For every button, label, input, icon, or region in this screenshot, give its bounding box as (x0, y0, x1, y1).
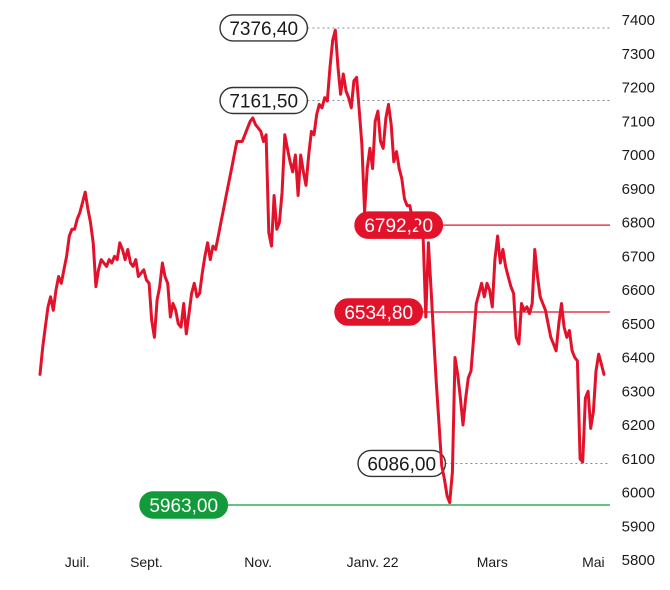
x-tick-label: Mai (582, 554, 605, 570)
x-tick-label: Sept. (130, 554, 163, 570)
y-tick-label: 7100 (622, 113, 655, 130)
y-tick-label: 6600 (622, 282, 655, 299)
level-label: 5963,00 (149, 496, 218, 517)
level-label: 6086,00 (367, 454, 436, 475)
y-tick-label: 6500 (622, 316, 655, 333)
y-tick-label: 5900 (622, 518, 655, 535)
y-tick-label: 6900 (622, 181, 655, 198)
level-label: 7161,50 (229, 91, 298, 112)
y-tick-label: 7400 (622, 12, 655, 29)
x-tick-label: Juil. (65, 554, 90, 570)
level-label-badge (219, 86, 309, 115)
x-tick-label: Nov. (244, 554, 272, 570)
y-tick-label: 6800 (622, 215, 655, 232)
y-tick-label: 6200 (622, 417, 655, 434)
y-tick-label: 6700 (622, 248, 655, 265)
level-label: 6534,80 (344, 303, 413, 324)
level-label-badge (334, 298, 424, 326)
y-tick-label: 6300 (622, 383, 655, 400)
series-line (38, 28, 606, 505)
y-tick-label: 6100 (622, 451, 655, 468)
level-label: 7376,40 (229, 19, 298, 40)
y-tick-label: 5800 (622, 552, 655, 569)
y-tick-label: 7300 (622, 46, 655, 63)
level-label-badge (139, 491, 229, 519)
level-label-badge (357, 449, 447, 478)
y-tick-label: 6000 (622, 485, 655, 502)
x-tick-label: Janv. 22 (347, 554, 399, 570)
x-tick-label: Mars (477, 554, 508, 570)
level-label-badge (219, 14, 309, 42)
y-tick-label: 7000 (622, 147, 655, 164)
y-tick-label: 6400 (622, 350, 655, 367)
y-tick-label: 7200 (622, 80, 655, 97)
